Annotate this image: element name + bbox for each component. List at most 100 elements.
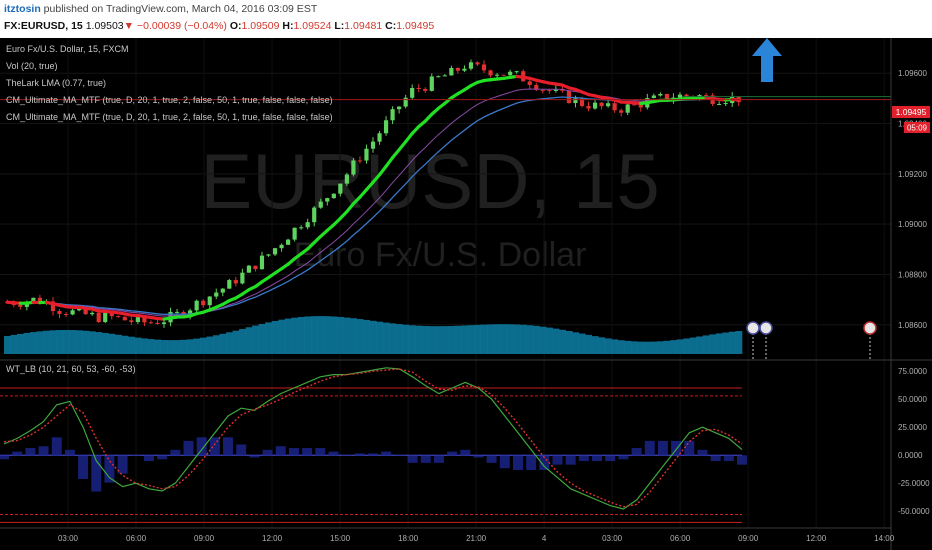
osc-tick-label: -50.0000: [898, 507, 930, 516]
candle-body: [325, 198, 330, 202]
candle-body: [416, 87, 421, 89]
high-value: 1.09524: [293, 20, 332, 32]
watermark-symbol: EURUSD, 15: [200, 137, 659, 225]
volume-bar: [134, 337, 142, 354]
oscillator-histogram-bar: [420, 455, 431, 463]
last-price-badge: 1.09495: [892, 106, 930, 118]
publish-info: published on TradingView.com, March 04, …: [43, 3, 318, 15]
time-tick-label: 4: [542, 534, 547, 543]
price-tick-label: 1.08800: [898, 270, 927, 279]
volume-bar: [369, 320, 377, 354]
indicator-cm-ma-1[interactable]: CM_Ultimate_MA_MTF (true, D, 20, 1, true…: [6, 95, 333, 105]
volume-bar: [17, 333, 24, 354]
candle-body: [338, 183, 343, 194]
candle-body: [96, 312, 101, 322]
volume-bars: [4, 316, 743, 354]
candle-body: [286, 239, 291, 245]
oscillator-histogram-bar: [433, 455, 444, 463]
time-tick-label: 18:00: [398, 534, 419, 543]
candle-body: [155, 322, 160, 324]
volume-bar: [265, 322, 273, 354]
volume-bar: [173, 340, 181, 354]
candle-body: [331, 193, 336, 199]
candle-body: [90, 312, 95, 315]
candle-body: [305, 222, 310, 228]
candle-body: [148, 322, 154, 324]
oscillator-histogram-bar: [130, 455, 141, 456]
volume-bar: [565, 330, 573, 354]
volume-bar: [141, 338, 148, 354]
volume-bar: [533, 325, 540, 354]
oscillator-histogram-bar: [737, 455, 747, 465]
volume-bar: [591, 336, 599, 354]
candle-body: [103, 312, 108, 322]
candle-body: [233, 280, 238, 284]
volume-bar: [709, 334, 717, 354]
oscillator-histogram-bar: [512, 455, 523, 471]
volume-bar: [56, 330, 64, 354]
volume-bar: [226, 332, 233, 354]
indicator-cm-ma-2[interactable]: CM_Ultimate_MA_MTF (true, D, 20, 1, true…: [6, 112, 333, 122]
oscillator-histogram-bar: [710, 455, 721, 462]
candle-body: [599, 102, 604, 107]
event-flag-icon[interactable]: [746, 321, 760, 360]
osc-tick-label: 75.0000: [898, 367, 927, 376]
candle-body: [625, 104, 630, 113]
oscillator-histogram-bar: [91, 455, 102, 492]
indicator-vol[interactable]: Vol (20, true): [6, 61, 58, 71]
volume-bar: [147, 339, 155, 354]
volume-bar: [82, 330, 90, 354]
oscillator-histogram-bar: [249, 455, 260, 458]
oscillator-axis[interactable]: 75.0000 50.0000 25.0000 0.0000 -25.0000 -50.0…: [898, 367, 930, 516]
oscillator-histogram-bar: [117, 455, 128, 474]
volume-bar: [330, 316, 338, 354]
oscillator-histogram-bar: [631, 448, 642, 456]
event-flag-icon[interactable]: [759, 321, 773, 360]
candle-body: [475, 62, 480, 65]
oscillator-histogram-bar: [697, 449, 708, 456]
volume-bar: [363, 319, 371, 354]
time-tick-label: 12:00: [262, 534, 283, 543]
chart-area[interactable]: EURUSD, 15 Euro Fx/U.S. Dollar 1.09600 1.…: [0, 38, 932, 550]
symbol-label[interactable]: FX:EURUSD, 15: [4, 20, 83, 32]
close-label: C:: [385, 20, 397, 32]
quote-line: FX:EURUSD, 15 1.09503▼ −0.00039 (−0.04%)…: [4, 20, 434, 32]
volume-bar: [271, 320, 279, 354]
candle-body: [344, 174, 349, 184]
oscillator-histogram-bar: [394, 455, 405, 456]
volume-bar: [304, 316, 312, 354]
down-triangle-icon: ▼: [123, 20, 135, 32]
volume-bar: [441, 326, 449, 354]
chart-canvas[interactable]: EURUSD, 15 Euro Fx/U.S. Dollar 1.09600 1.…: [0, 38, 932, 550]
volume-bar: [402, 324, 410, 354]
candle-body: [50, 301, 56, 312]
volume-bar: [337, 316, 344, 354]
candle-body: [619, 110, 624, 113]
price-tick-label: 1.08600: [898, 321, 927, 330]
candle-body: [488, 70, 493, 76]
volume-bar: [258, 323, 266, 354]
oscillator-histogram-bar: [157, 455, 168, 460]
candle-body: [684, 94, 689, 97]
close-value: 1.09495: [396, 20, 435, 32]
last-price: 1.09503: [85, 20, 124, 32]
time-axis[interactable]: 03:00 06:00 09:00 12:00 15:00 18:00 21:00 4 03:0…: [58, 534, 895, 543]
indicator-lma[interactable]: TheLark LMA (0.77, true): [6, 78, 106, 88]
oscillator-title[interactable]: WT_LB (10, 21, 60, 53, -60, -53): [6, 364, 136, 374]
volume-bar: [75, 330, 83, 354]
mid-ma-line: [7, 88, 739, 317]
volume-bar: [154, 339, 162, 354]
volume-bar: [252, 325, 260, 354]
candle-body: [220, 288, 225, 293]
volume-bar: [513, 324, 521, 354]
up-arrow-icon[interactable]: [752, 38, 782, 82]
candle-body: [109, 312, 114, 317]
volume-bar: [356, 319, 364, 354]
candle-body: [318, 201, 323, 208]
author-link[interactable]: itztosin: [4, 3, 41, 15]
oscillator-histogram-bar: [223, 437, 234, 456]
us-flag-icon[interactable]: [863, 321, 877, 360]
oscillator-histogram-bar: [302, 448, 313, 456]
candle-body: [292, 227, 297, 240]
volume-bar: [291, 317, 299, 354]
